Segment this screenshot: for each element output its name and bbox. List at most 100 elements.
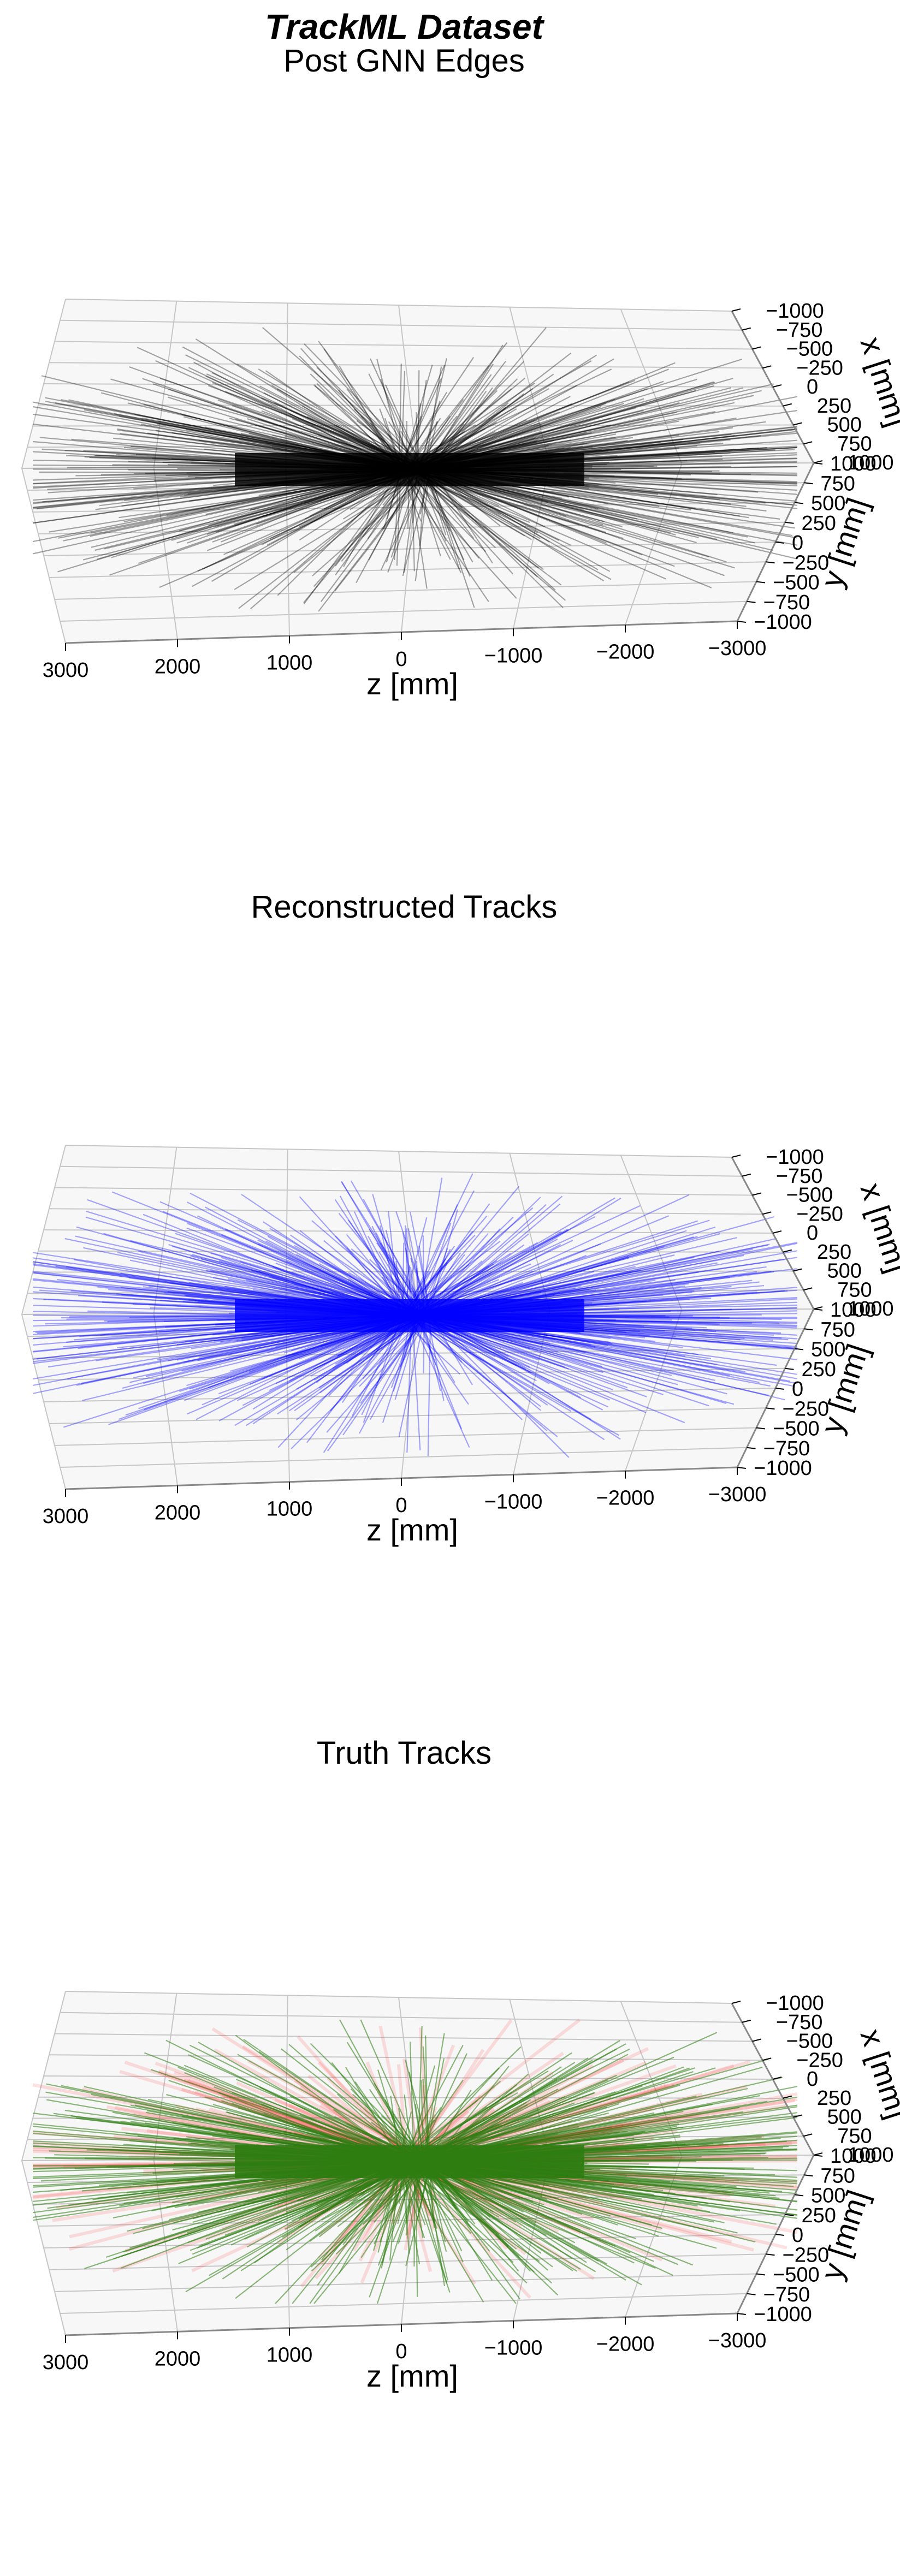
y-tick-label: 750	[821, 1318, 855, 1341]
x-tick	[731, 2001, 741, 2004]
y-tick	[737, 2313, 747, 2315]
grid-line-x	[54, 2033, 753, 2042]
track-line	[428, 471, 475, 608]
y-tick-label: −500	[773, 2264, 820, 2287]
track-line	[417, 370, 420, 468]
x-tick	[772, 2077, 782, 2080]
y-tick-label: 250	[802, 2204, 836, 2227]
track-line	[236, 363, 428, 471]
track-line	[350, 1180, 429, 1314]
y-tick-label: −250	[783, 1397, 830, 1420]
x-tick	[772, 384, 782, 388]
z-tick-label: 1000	[267, 652, 313, 675]
y-tick-label: −750	[763, 591, 810, 614]
track-line	[419, 472, 514, 575]
track-line	[234, 472, 425, 590]
track-line	[376, 359, 406, 471]
track-line	[185, 2161, 412, 2293]
grid-line-x	[43, 1229, 773, 1234]
x-tick-label: −1000	[766, 1146, 824, 1169]
track-core	[235, 2145, 584, 2178]
track-line	[428, 471, 599, 570]
track-line	[348, 1219, 417, 1314]
track-line	[421, 352, 572, 469]
z-tick-label: −3000	[708, 1483, 767, 1506]
track-line	[404, 368, 612, 467]
track-line	[138, 1317, 406, 1409]
x-tick-label: −1000	[766, 1992, 824, 2015]
track-line	[304, 343, 429, 471]
track-line	[241, 1194, 426, 1319]
y-tick-label: 500	[811, 492, 845, 515]
track-line	[119, 1317, 407, 1420]
track-line	[277, 1316, 401, 1448]
track-line	[211, 2027, 427, 2164]
grid-line-x	[54, 1187, 753, 1196]
track-line	[318, 468, 429, 612]
track-line	[399, 2046, 522, 2164]
track-line	[125, 1316, 420, 1416]
track-line	[413, 1315, 605, 1441]
track-line	[420, 1195, 563, 1318]
y-tick	[747, 600, 756, 603]
track-series	[32, 1173, 798, 1458]
x-tick-label: 250	[817, 1241, 851, 1264]
track-line	[426, 1315, 570, 1458]
track-line	[400, 470, 517, 599]
track-line	[401, 1207, 534, 1317]
track-line	[415, 1314, 685, 1424]
y-tick	[813, 1308, 823, 1311]
grid-line-y	[43, 1388, 776, 1402]
track-line	[250, 471, 410, 610]
y-tick-label: −500	[773, 572, 820, 594]
track-line	[192, 470, 408, 587]
x-tick	[762, 1211, 772, 1215]
y-tick-label: 1000	[830, 1299, 877, 1322]
track-line	[409, 2060, 593, 2163]
y-tick	[737, 621, 747, 623]
x-tick-label: 500	[827, 2106, 862, 2129]
y-tick	[804, 1328, 813, 1331]
x-tick-label: −750	[776, 2011, 823, 2034]
track-line	[408, 1313, 470, 1448]
track-line	[424, 1314, 621, 1440]
x-tick-label: −500	[786, 338, 833, 361]
grid-line-y	[54, 2273, 757, 2292]
y-tick-label: 500	[811, 2185, 845, 2208]
track-line	[262, 327, 425, 467]
grid-line-y	[60, 1447, 747, 1468]
track-line	[399, 471, 489, 603]
track-line	[422, 467, 725, 576]
track-line	[400, 360, 592, 469]
track-line	[238, 468, 419, 609]
track-line	[412, 469, 544, 570]
track-line	[425, 2035, 429, 2159]
x-tick-label: −1000	[766, 300, 824, 323]
track-line	[424, 2058, 445, 2161]
y-tick	[794, 502, 804, 504]
track-line	[411, 1316, 421, 1450]
track-line	[277, 1316, 431, 1415]
grid-line-x	[38, 1250, 783, 1253]
track-line	[412, 2067, 695, 2161]
figure-title: TrackML Dataset	[265, 7, 543, 46]
y-tick	[775, 2234, 785, 2236]
x-tick	[793, 2114, 802, 2118]
track-line	[413, 379, 427, 467]
track-line	[111, 1191, 416, 1314]
y-tick-label: 0	[792, 532, 803, 555]
x-tick	[793, 422, 802, 426]
x-tick-label: 0	[807, 1222, 818, 1245]
track-line	[421, 2164, 493, 2281]
track-line	[303, 467, 405, 605]
track-line	[359, 1314, 423, 1434]
y-tick	[785, 2214, 794, 2216]
x-tick	[731, 308, 741, 312]
x-tick-label: 0	[807, 376, 818, 398]
grid-line-x	[32, 1270, 794, 1273]
track-line	[108, 1318, 408, 1425]
track-line	[202, 471, 404, 570]
track-line	[291, 1314, 428, 1449]
x-tick-label: 250	[817, 395, 851, 418]
z-tick-label: 1000	[267, 1498, 313, 1521]
